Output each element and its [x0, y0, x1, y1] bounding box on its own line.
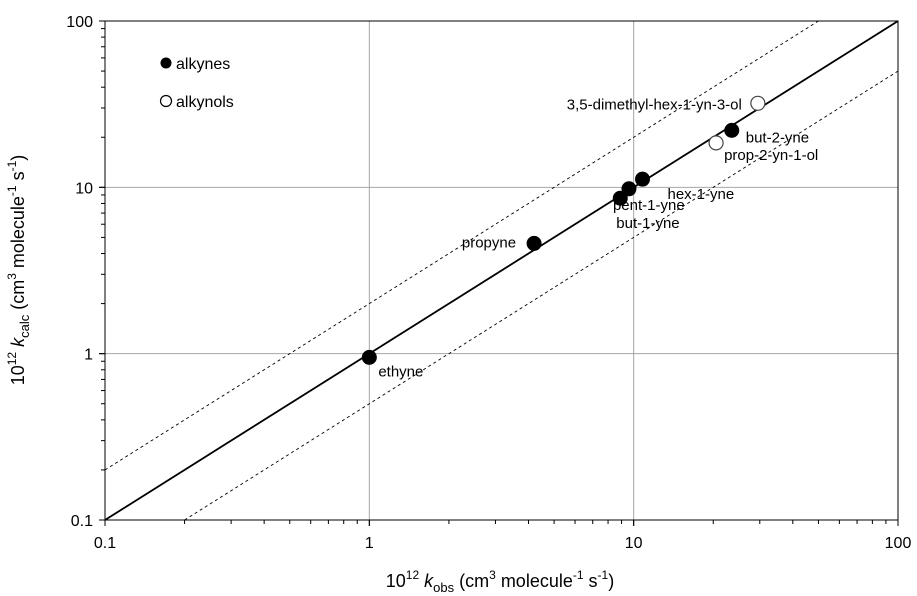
legend: alkynes alkynols [159, 56, 234, 111]
point-label: prop-2-yn-1-ol [724, 147, 818, 164]
alkyne-point [526, 235, 542, 251]
x-tick-label: 1 [365, 535, 374, 552]
y-tick-label: 100 [66, 14, 93, 31]
data-points [361, 95, 766, 365]
plot-frame [104, 20, 899, 521]
point-label: but-1-yne [616, 215, 679, 232]
legend-label-alkynes: alkynes [176, 56, 230, 73]
alkyne-point [635, 171, 651, 187]
y-tick-label: 10 [75, 180, 93, 197]
point-label: but-2-yne [746, 129, 809, 146]
legend-label-alkynols: alkynols [176, 94, 234, 111]
x-tick-label: 10 [625, 535, 643, 552]
point-labels: ethyne propyne but-1-ynepent-1-ynehex-1-yn… [378, 96, 818, 380]
y-tick-label: 1 [84, 347, 93, 364]
point-label: propyne [462, 234, 516, 251]
legend-marker-alkynes [160, 57, 172, 69]
x-tick-label: 0.1 [94, 535, 116, 552]
factor-0.5-dashed-line [184, 70, 899, 521]
alkynol-point [750, 95, 766, 111]
x-axis-title: 1012 kobs (cm3 molecule-1 s-1) [386, 568, 614, 595]
alkynol-point [708, 135, 724, 151]
tick-marks [99, 20, 899, 526]
point-label: 3,5-dimethyl-hex-1-yn-3-ol [567, 96, 742, 113]
point-label: hex-1-yne [668, 186, 735, 203]
alkyne-point [361, 349, 377, 365]
one-to-one-line [104, 20, 899, 521]
point-label: ethyne [378, 363, 423, 380]
point-label: pent-1-yne [613, 197, 685, 214]
factor-2-dashed-line [104, 20, 819, 471]
y-axis-title: 1012kcalc (cm3 molecule-1 s-1) [5, 155, 32, 386]
alkyne-point [724, 122, 740, 138]
legend-marker-alkynols [159, 94, 173, 108]
tick-labels: 0.1 1 10 100 0.1 1 10 100 [66, 14, 911, 552]
x-tick-label: 100 [885, 535, 912, 552]
y-tick-label: 0.1 [71, 513, 93, 530]
alkyne-point [621, 181, 637, 197]
reference-lines [104, 20, 899, 521]
alkyne-point [612, 190, 628, 206]
